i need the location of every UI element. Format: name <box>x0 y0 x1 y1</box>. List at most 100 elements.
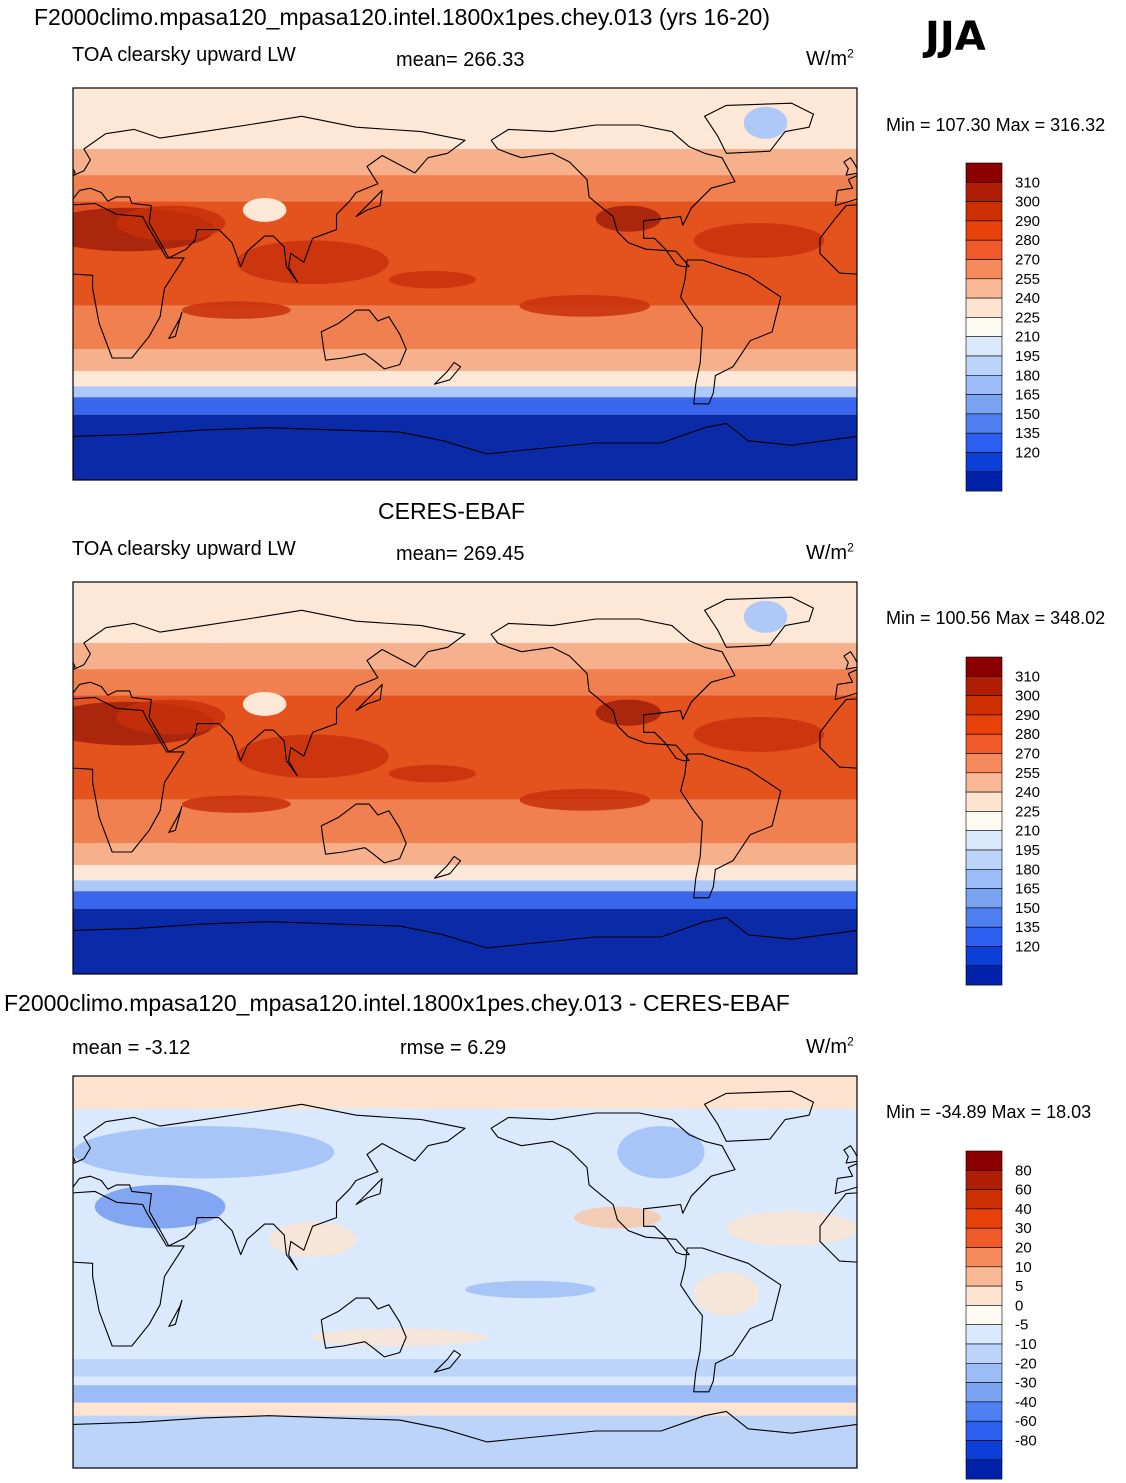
coastline-madagascar <box>168 311 183 339</box>
colorbar-swatch <box>965 432 1003 453</box>
colorbar-swatch <box>965 1285 1003 1306</box>
panel3-unit-label: W/m2 <box>806 1034 854 1058</box>
colorbar-label: 270 <box>1015 746 1040 763</box>
colorbar-label: 150 <box>1015 900 1040 917</box>
colorbar-label: 270 <box>1015 252 1040 269</box>
colorbar-swatch <box>965 675 1003 696</box>
coastline-greenland <box>704 596 814 648</box>
colorbar-swatch <box>965 869 1003 889</box>
coastline-africa <box>73 1190 185 1347</box>
coastline-uk <box>73 661 76 668</box>
coastline-africa <box>73 696 185 853</box>
colorbar-swatch <box>965 1440 1003 1461</box>
season-label: JJA <box>925 14 986 60</box>
colorbar-label: 20 <box>1015 1240 1032 1257</box>
colorbar-label: -10 <box>1015 1336 1037 1353</box>
colorbar-label: 310 <box>1015 668 1040 685</box>
panel3-mean-label: mean = -3.12 <box>72 1037 191 1059</box>
panel1-colorbar: 310 300 290 280 270 255 240 225 210 195 180 165 150 1… <box>965 162 1056 495</box>
colorbar-swatch <box>965 278 1003 299</box>
colorbar-swatch <box>965 1382 1003 1403</box>
coastline-japan <box>355 189 383 218</box>
colorbar-swatch <box>965 1401 1003 1422</box>
colorbar-swatch <box>965 162 1003 183</box>
colorbar-swatch <box>965 849 1003 870</box>
colorbar-swatch <box>965 695 1003 716</box>
panel2-minmax-label: Min = 100.56 Max = 348.02 <box>886 608 1106 628</box>
colorbar-label: 240 <box>1015 784 1040 801</box>
colorbar-label: 180 <box>1015 367 1040 384</box>
colorbar-swatch <box>965 1208 1003 1229</box>
colorbar-label: -80 <box>1015 1433 1037 1450</box>
coastline-australia <box>320 309 407 370</box>
colorbar-swatch <box>965 1227 1003 1248</box>
colorbar-swatch <box>965 1150 1003 1171</box>
coastline-newzealand <box>433 1349 462 1373</box>
colorbar-label: -20 <box>1015 1355 1037 1372</box>
colorbar-swatch <box>965 811 1003 831</box>
coastline-japan <box>355 683 383 712</box>
colorbar-swatch <box>965 656 1003 677</box>
panel3-map <box>72 1075 858 1469</box>
coastline-uk <box>843 651 857 670</box>
colorbar-label: 40 <box>1015 1201 1032 1218</box>
panel2-mean-label: mean= 269.45 <box>396 543 525 565</box>
colorbar-label: -30 <box>1015 1375 1037 1392</box>
colorbar-label: 135 <box>1015 425 1040 442</box>
colorbar-swatch <box>965 946 1003 967</box>
coastline-newzealand <box>433 361 462 385</box>
colorbar-swatch <box>965 181 1003 202</box>
colorbar-swatch <box>965 1324 1003 1345</box>
coastline-antarctica <box>73 422 857 480</box>
colorbar-swatch <box>965 394 1003 415</box>
colorbar-label: 165 <box>1015 881 1040 898</box>
coastline-madagascar <box>168 1299 183 1327</box>
colorbar-swatch <box>965 375 1003 395</box>
colorbar-swatch <box>965 317 1003 337</box>
coastline-eurasia <box>73 115 466 283</box>
panel2-unit-label: W/m2 <box>806 540 854 564</box>
colorbar-label: 280 <box>1015 726 1040 743</box>
colorbar-label: 150 <box>1015 406 1040 423</box>
colorbar-label: -5 <box>1015 1317 1028 1334</box>
colorbar-label: 225 <box>1015 803 1040 820</box>
colorbar-swatch <box>965 830 1003 851</box>
colorbar-swatch <box>965 753 1003 774</box>
colorbar-label: 80 <box>1015 1162 1032 1179</box>
coastline-uk <box>843 1145 857 1164</box>
coastline-greenland <box>704 102 814 154</box>
coastline-antarctica <box>73 1410 857 1468</box>
colorbar-swatch <box>965 1305 1003 1325</box>
panel2-heading: CERES-EBAF <box>378 498 525 524</box>
colorbar-swatch <box>965 1169 1003 1190</box>
colorbar-swatch <box>965 355 1003 376</box>
colorbar-swatch <box>965 772 1003 793</box>
coastline-eurasia <box>73 1103 466 1271</box>
panel1-map <box>72 87 858 481</box>
panel3-colorbar: 80 60 40 30 20 10 5 0 -5 -10 -20 -30 -40 -60 -80 <box>965 1150 1056 1483</box>
colorbar-swatch <box>965 413 1003 434</box>
coastline-uk <box>73 1155 76 1162</box>
panel3-heading: F2000climo.mpasa120_mpasa120.intel.1800x… <box>4 990 790 1016</box>
colorbar-swatch <box>965 888 1003 909</box>
colorbar-label: 300 <box>1015 194 1040 211</box>
colorbar-swatch <box>965 965 1003 986</box>
coastline-samerica <box>680 1247 782 1393</box>
panel1-unit-label: W/m2 <box>806 46 854 70</box>
colorbar-label: 300 <box>1015 688 1040 705</box>
coastline-namerica <box>490 124 736 268</box>
panel3-minmax-label: Min = -34.89 Max = 18.03 <box>886 1102 1092 1122</box>
main-title: F2000climo.mpasa120_mpasa120.intel.1800x… <box>34 4 771 30</box>
colorbar-label: 195 <box>1015 842 1040 859</box>
coastline-namerica <box>490 618 736 762</box>
colorbar-label: 10 <box>1015 1259 1032 1276</box>
colorbar-label: 210 <box>1015 823 1040 840</box>
coastline-newzealand <box>433 855 462 879</box>
colorbar-swatch <box>965 926 1003 947</box>
coastline-antarctica <box>73 916 857 974</box>
colorbar-swatch <box>965 733 1003 754</box>
colorbar-swatch <box>965 1189 1003 1210</box>
colorbar-swatch <box>965 1420 1003 1441</box>
colorbar-label: 195 <box>1015 348 1040 365</box>
coastline-namerica <box>490 1112 736 1256</box>
